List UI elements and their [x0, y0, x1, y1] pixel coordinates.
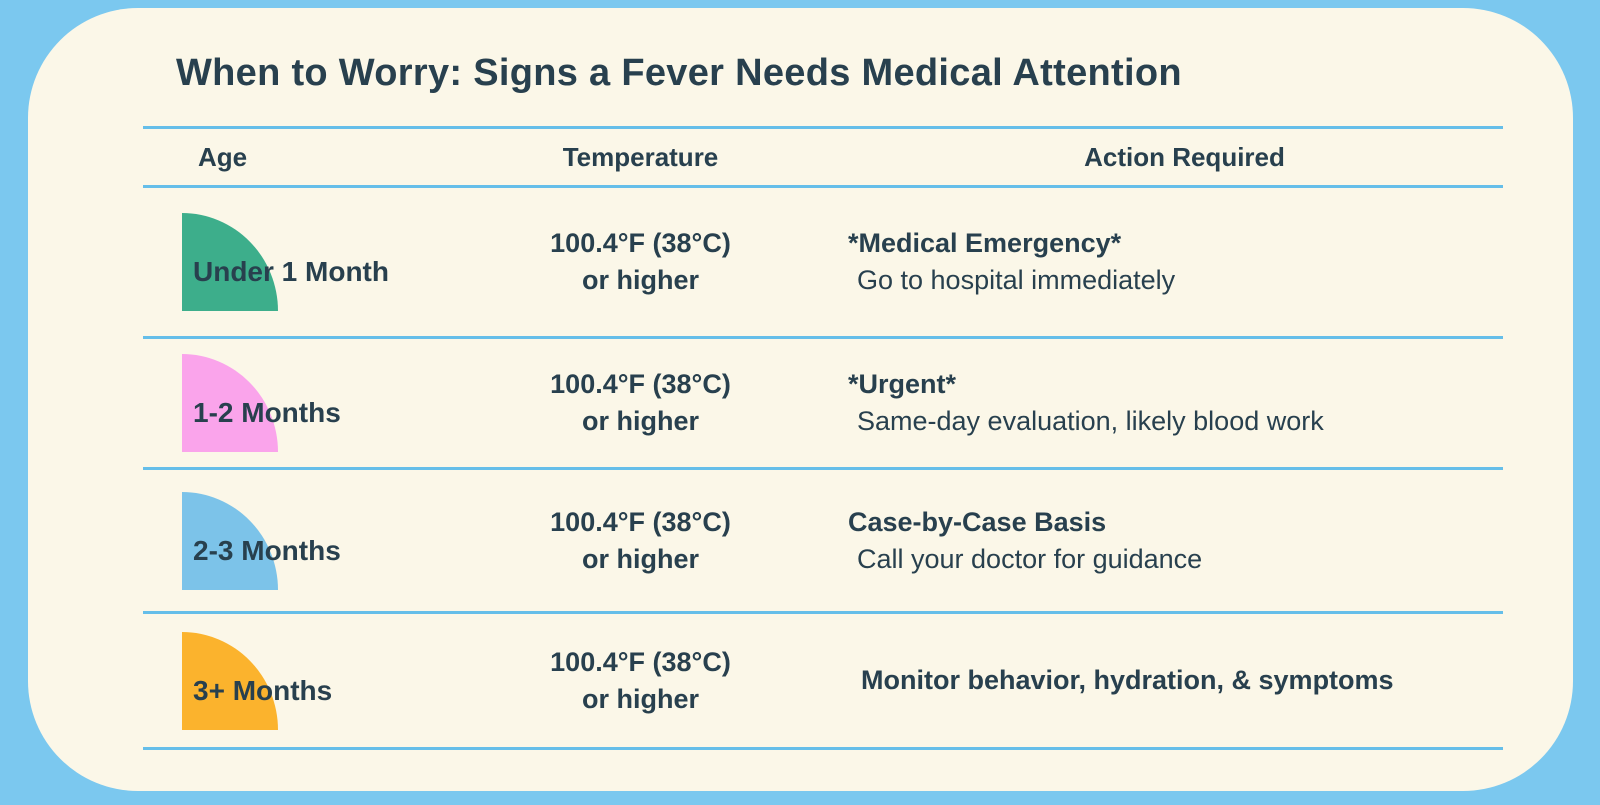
temperature-cell: 100.4°F (38°C) or higher: [483, 614, 798, 747]
action-cell: Monitor behavior, hydration, & symptoms: [798, 614, 1503, 747]
age-label: 3+ Months: [193, 674, 333, 706]
action-headline: Case-by-Case Basis: [848, 506, 1107, 537]
table-row: 3+ Months 100.4°F (38°C) or higher Monit…: [143, 611, 1503, 747]
action-headline: *Urgent*: [848, 369, 957, 399]
table-header-row: Age Temperature Action Required: [143, 126, 1503, 185]
action-detail: Same-day evaluation, likely blood work: [857, 406, 1324, 436]
temperature-line2: or higher: [581, 265, 699, 295]
age-cell: 2-3 Months: [143, 470, 483, 611]
age-cell: Under 1 Month: [143, 188, 483, 336]
action-cell: *Medical Emergency* Go to hospital immed…: [798, 188, 1503, 336]
temperature-cell: 100.4°F (38°C) or higher: [483, 470, 798, 611]
age-label: Under 1 Month: [193, 256, 389, 287]
age-label: 2-3 Months: [193, 534, 341, 566]
action-cell: *Urgent* Same-day evaluation, likely blo…: [798, 339, 1503, 467]
table-row: 1-2 Months 100.4°F (38°C) or higher *Urg…: [143, 336, 1503, 467]
action-headline: Monitor behavior, hydration, & symptoms: [861, 665, 1394, 695]
temperature-line1: 100.4°F (38°C): [550, 369, 731, 399]
fever-table: Age Temperature Action Required Under 1 …: [143, 126, 1503, 750]
temperature-line2: or higher: [581, 683, 699, 714]
temperature-cell: 100.4°F (38°C) or higher: [483, 339, 798, 467]
temperature-line2: or higher: [581, 543, 699, 574]
temperature-line1: 100.4°F (38°C): [550, 646, 731, 677]
header-age: Age: [198, 141, 248, 172]
page-title: When to Worry: Signs a Fever Needs Medic…: [176, 52, 1182, 94]
table-row: Under 1 Month 100.4°F (38°C) or higher *…: [143, 185, 1503, 336]
table-row: 2-3 Months 100.4°F (38°C) or higher Case…: [143, 467, 1503, 611]
action-headline: *Medical Emergency*: [848, 228, 1122, 258]
temperature-line2: or higher: [581, 406, 699, 436]
header-action-required: Action Required: [1084, 141, 1285, 172]
action-detail: Call your doctor for guidance: [857, 543, 1203, 574]
header-temperature: Temperature: [562, 141, 719, 172]
age-cell: 3+ Months: [143, 614, 483, 747]
age-label: 1-2 Months: [193, 397, 341, 428]
infographic-card: When to Worry: Signs a Fever Needs Medic…: [28, 8, 1573, 791]
action-detail: Go to hospital immediately: [857, 265, 1176, 295]
temperature-line1: 100.4°F (38°C): [550, 228, 731, 258]
temperature-cell: 100.4°F (38°C) or higher: [483, 188, 798, 336]
action-cell: Case-by-Case Basis Call your doctor for …: [798, 470, 1503, 611]
age-cell: 1-2 Months: [143, 339, 483, 467]
temperature-line1: 100.4°F (38°C): [550, 506, 731, 537]
